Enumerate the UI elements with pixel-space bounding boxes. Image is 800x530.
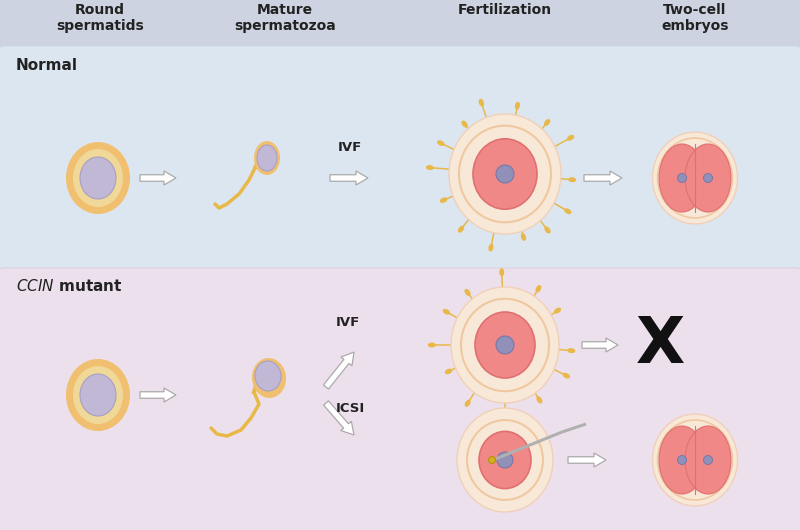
Ellipse shape	[562, 373, 570, 378]
Ellipse shape	[462, 120, 468, 128]
Ellipse shape	[515, 102, 520, 110]
FancyArrow shape	[323, 401, 354, 435]
Ellipse shape	[653, 414, 738, 506]
Ellipse shape	[478, 99, 484, 107]
Bar	[0, 0, 800, 48]
Ellipse shape	[473, 139, 537, 209]
Ellipse shape	[73, 366, 123, 424]
Ellipse shape	[536, 396, 542, 403]
Ellipse shape	[437, 140, 445, 146]
FancyArrow shape	[584, 171, 622, 185]
Text: ICSI: ICSI	[336, 402, 366, 414]
Ellipse shape	[499, 268, 504, 276]
Text: Round
spermatids: Round spermatids	[56, 3, 144, 33]
Ellipse shape	[685, 144, 731, 212]
Ellipse shape	[496, 336, 514, 354]
FancyArrow shape	[140, 171, 176, 185]
Ellipse shape	[554, 307, 561, 314]
Ellipse shape	[252, 358, 286, 398]
Ellipse shape	[451, 287, 559, 403]
Text: Fertilization: Fertilization	[458, 3, 552, 17]
Ellipse shape	[257, 145, 277, 171]
Text: $\it{CCIN}$ mutant: $\it{CCIN}$ mutant	[16, 278, 122, 294]
Ellipse shape	[567, 348, 575, 353]
Ellipse shape	[544, 119, 550, 126]
Ellipse shape	[659, 144, 705, 212]
Ellipse shape	[445, 368, 452, 374]
Ellipse shape	[685, 426, 731, 494]
FancyArrow shape	[140, 388, 176, 402]
Ellipse shape	[465, 400, 470, 407]
Text: IVF: IVF	[338, 142, 362, 155]
Ellipse shape	[66, 359, 130, 431]
Ellipse shape	[703, 455, 713, 464]
Ellipse shape	[80, 157, 116, 199]
Ellipse shape	[496, 165, 514, 183]
FancyArrow shape	[582, 338, 618, 352]
FancyArrow shape	[323, 352, 354, 389]
FancyBboxPatch shape	[0, 46, 800, 276]
Ellipse shape	[458, 226, 464, 233]
Ellipse shape	[475, 312, 535, 378]
Text: Two-cell
embryos: Two-cell embryos	[662, 3, 729, 33]
Ellipse shape	[544, 226, 550, 234]
Ellipse shape	[465, 289, 470, 296]
Ellipse shape	[428, 342, 436, 348]
Ellipse shape	[567, 135, 574, 140]
Ellipse shape	[521, 233, 526, 241]
Ellipse shape	[66, 142, 130, 214]
Ellipse shape	[255, 361, 281, 391]
Ellipse shape	[659, 426, 705, 494]
Ellipse shape	[489, 456, 495, 464]
Text: IVF: IVF	[336, 316, 360, 330]
Ellipse shape	[426, 165, 434, 170]
Text: Mature
spermatozoa: Mature spermatozoa	[234, 3, 336, 33]
Ellipse shape	[440, 197, 447, 203]
Ellipse shape	[678, 455, 686, 464]
Text: X: X	[635, 314, 685, 376]
Ellipse shape	[703, 173, 713, 182]
Ellipse shape	[502, 414, 507, 422]
Ellipse shape	[488, 244, 494, 252]
Ellipse shape	[564, 208, 571, 214]
Ellipse shape	[449, 114, 561, 234]
Ellipse shape	[653, 132, 738, 224]
Ellipse shape	[442, 309, 450, 315]
Ellipse shape	[73, 149, 123, 207]
FancyArrow shape	[568, 453, 606, 467]
Ellipse shape	[457, 408, 553, 512]
Text: Normal: Normal	[16, 58, 78, 73]
Ellipse shape	[497, 452, 513, 468]
Ellipse shape	[80, 374, 116, 416]
Ellipse shape	[678, 173, 686, 182]
Ellipse shape	[568, 177, 576, 182]
Ellipse shape	[254, 141, 280, 175]
FancyBboxPatch shape	[0, 268, 800, 530]
FancyArrow shape	[330, 171, 368, 185]
Ellipse shape	[535, 285, 542, 293]
Ellipse shape	[479, 431, 531, 489]
